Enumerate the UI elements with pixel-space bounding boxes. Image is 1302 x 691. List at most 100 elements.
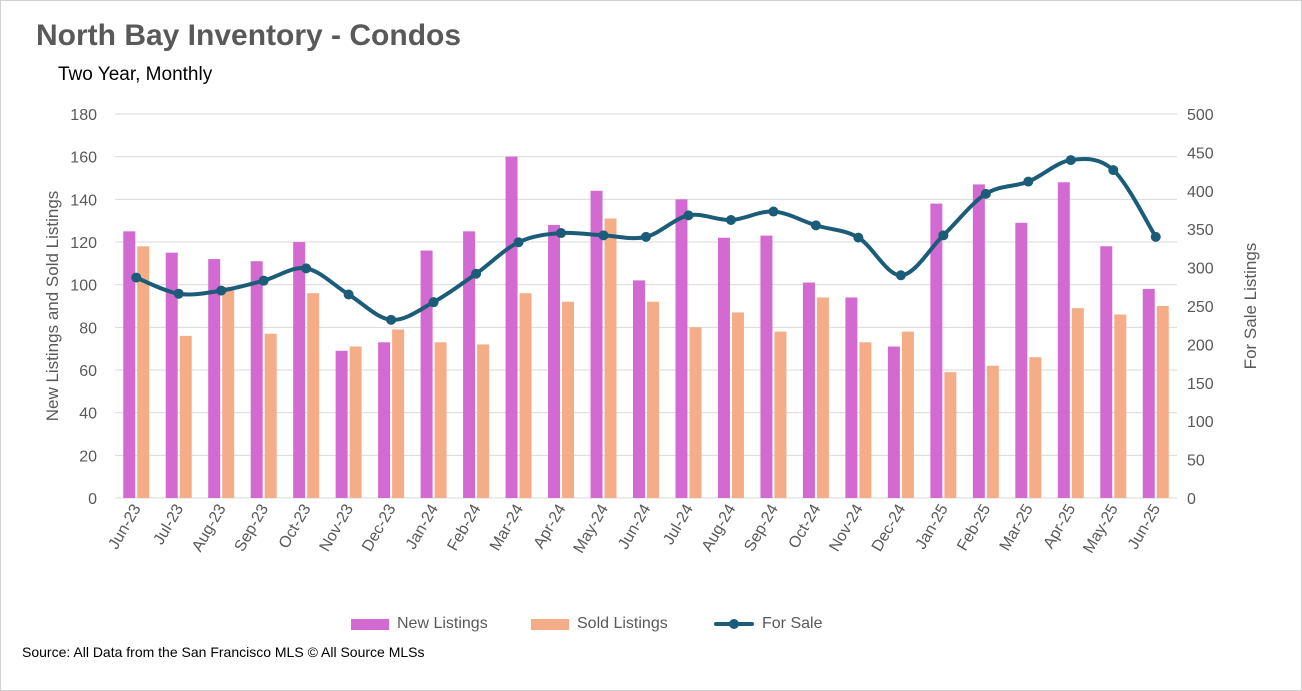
legend-item-for-sale[interactable]: For Sale — [714, 612, 822, 636]
new-listings-bar — [930, 203, 943, 498]
x-tick-label: Mar-24 — [487, 501, 527, 553]
x-tick-label: Sep-23 — [232, 501, 273, 554]
x-tick-label: May-24 — [571, 501, 612, 556]
x-tick-label: Jun-24 — [615, 501, 654, 552]
for-sale-point — [513, 237, 524, 248]
for-sale-point — [216, 285, 227, 296]
x-tick-label: Jul-23 — [151, 501, 188, 547]
sold-listings-bar — [519, 293, 532, 498]
sold-listings-bar — [774, 331, 787, 498]
new-listings-bar — [972, 184, 985, 498]
chart-title: North Bay Inventory - Condos — [36, 19, 462, 52]
legend-item-new-listings[interactable]: New Listings — [351, 612, 488, 636]
sold-listings-bar — [307, 293, 320, 498]
for-sale-point — [1150, 231, 1161, 242]
new-listings-bar — [845, 297, 858, 498]
sold-listings-bar — [731, 312, 744, 498]
x-tick-label: Aug-23 — [189, 501, 230, 554]
new-listings-bar — [505, 156, 518, 498]
legend-item-sold-listings[interactable]: Sold Listings — [531, 612, 668, 636]
for-sale-point — [598, 230, 609, 241]
sold-listings-bar — [137, 246, 150, 498]
sold-listings-bar — [1156, 306, 1169, 498]
x-tick-label: May-25 — [1080, 501, 1121, 556]
sold-listings-bar — [434, 342, 447, 498]
new-listings-bar — [420, 250, 433, 498]
sold-listings-bar — [179, 335, 192, 498]
for-sale-point — [471, 268, 482, 279]
legend-label-new-listings: New Listings — [397, 615, 488, 632]
for-sale-point — [131, 272, 142, 283]
x-tick-label: Feb-25 — [954, 501, 994, 553]
x-tick-label: Oct-23 — [276, 501, 315, 551]
y-tick-label: 20 — [79, 448, 97, 465]
sold-listings-bar — [816, 297, 829, 498]
sold-listings-bar — [944, 372, 957, 498]
for-sale-point — [428, 297, 439, 308]
x-tick-label: Apr-24 — [531, 501, 570, 551]
new-listings-bar — [1142, 288, 1155, 498]
for-sale-point — [258, 275, 269, 286]
for-sale-point — [1108, 165, 1119, 176]
x-tick-label: Sep-24 — [741, 501, 782, 554]
y2-axis-title: For Sale Listings — [1241, 243, 1260, 370]
new-listings-bar — [463, 231, 476, 499]
sold-listings-bar — [647, 301, 659, 498]
new-listings-bar — [1057, 182, 1070, 498]
for-sale-point — [1023, 176, 1034, 187]
for-sale-point — [938, 230, 949, 241]
for-sale-point — [683, 210, 694, 221]
x-tick-label: Mar-25 — [997, 501, 1037, 553]
for-sale-point — [343, 289, 354, 300]
x-tick-label: Dec-24 — [869, 501, 910, 554]
new-listings-bar — [760, 235, 773, 498]
new-listings-bar — [250, 261, 263, 498]
new-listings-bar — [378, 342, 391, 498]
sold-listings-bar — [392, 329, 405, 498]
for-sale-point — [768, 206, 779, 217]
new-listings-bar — [802, 282, 815, 498]
x-tick-label: Jan-25 — [913, 501, 952, 552]
for-sale-point — [386, 314, 397, 325]
y2-tick-label: 100 — [1187, 414, 1214, 431]
x-tick-label: Jan-24 — [403, 501, 442, 552]
for-sale-point — [301, 263, 312, 274]
sold-listings-bar — [901, 331, 914, 498]
y-tick-label: 60 — [79, 363, 97, 380]
new-listings-swatch — [351, 618, 389, 630]
x-tick-label: Nov-24 — [826, 501, 867, 554]
y2-tick-label: 300 — [1187, 261, 1214, 278]
sold-listings-bar — [689, 327, 702, 498]
x-tick-label: Aug-24 — [699, 501, 740, 554]
sold-listings-bar — [859, 342, 872, 498]
x-tick-label: Feb-24 — [444, 501, 484, 553]
y-axis-title: New Listings and Sold Listings — [43, 191, 62, 422]
y-tick-label: 100 — [70, 278, 97, 295]
y-tick-label: 140 — [70, 192, 97, 209]
x-tick-label: Jun-23 — [106, 501, 145, 552]
new-listings-bar — [548, 224, 561, 498]
x-tick-label: Apr-25 — [1041, 501, 1080, 551]
for-sale-point — [853, 232, 864, 243]
for-sale-swatch — [714, 612, 754, 636]
y2-tick-label: 250 — [1187, 299, 1214, 316]
for-sale-point — [725, 214, 736, 225]
x-tick-label: Dec-23 — [359, 501, 400, 554]
x-tick-label: Jun-25 — [1125, 501, 1164, 552]
new-listings-bar — [123, 231, 136, 499]
new-listings-bar — [293, 242, 306, 498]
for-sale-point — [1065, 155, 1076, 166]
y-tick-label: 120 — [70, 235, 97, 252]
y2-tick-label: 500 — [1187, 107, 1214, 124]
sold-listings-bar — [562, 301, 575, 498]
sold-listings-bar — [264, 333, 277, 498]
y-tick-label: 180 — [70, 107, 97, 124]
new-listings-bar — [165, 252, 178, 498]
y2-tick-label: 350 — [1187, 222, 1214, 239]
y2-tick-label: 0 — [1187, 491, 1196, 508]
sold-listings-swatch — [531, 618, 569, 630]
y2-tick-label: 450 — [1187, 145, 1214, 162]
x-tick-label: Oct-24 — [786, 501, 825, 551]
sold-listings-bar — [349, 346, 362, 498]
